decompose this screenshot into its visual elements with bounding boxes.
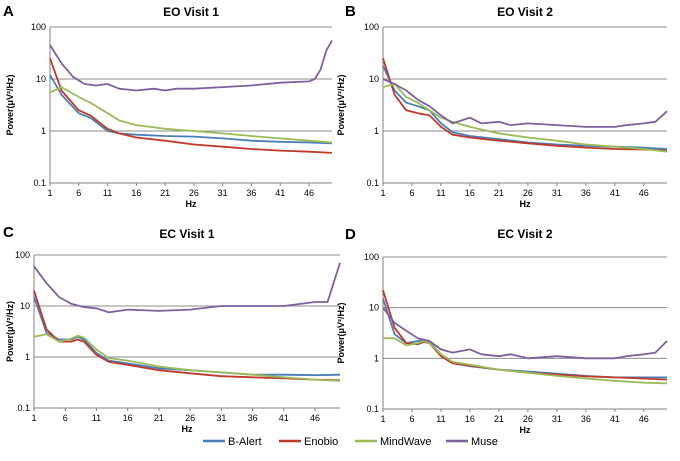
series-line-mindwave <box>33 333 341 382</box>
y-tick-label: 0.1 <box>366 178 379 188</box>
x-tick-label: 6 <box>409 188 414 198</box>
x-tick-label: 21 <box>494 188 504 198</box>
x-tick-label: 1 <box>31 413 36 423</box>
x-tick-label: 31 <box>552 188 562 198</box>
x-axis-label: Hz <box>186 199 197 209</box>
x-tick-label: 16 <box>465 188 475 198</box>
y-tick-label: 0.1 <box>366 404 379 414</box>
x-tick-label: 36 <box>246 188 256 198</box>
x-tick-label: 36 <box>581 188 591 198</box>
y-axis-label: Power(μV²/Hz) <box>336 74 346 135</box>
legend: B-Alert Enobio MindWave Muse <box>203 436 498 448</box>
y-axis-label: Power(μV²/Hz) <box>5 301 15 362</box>
x-tick-label: 11 <box>436 414 445 424</box>
panel-letter: B <box>345 3 356 20</box>
panel-title: EC Visit 1 <box>159 227 214 241</box>
x-tick-label: 46 <box>304 188 314 198</box>
series-line-b-alert <box>382 298 667 379</box>
x-tick-label: 6 <box>409 414 414 424</box>
series-line-muse <box>382 307 668 360</box>
y-tick-label: 0.1 <box>33 178 46 188</box>
x-tick-label: 41 <box>610 414 620 424</box>
x-tick-label: 1 <box>380 414 385 424</box>
y-tick-label: 0.1 <box>17 403 30 413</box>
x-tick-label: 36 <box>581 414 591 424</box>
x-tick-label: 46 <box>639 188 649 198</box>
series-line-muse <box>33 262 341 314</box>
series-line-b-alert <box>49 74 333 145</box>
y-tick-label: 100 <box>31 22 46 32</box>
series-line-muse <box>49 40 333 92</box>
legend-label: MindWave <box>380 436 432 448</box>
y-tick-label: 10 <box>369 303 379 313</box>
x-axis-label: Hz <box>520 199 531 209</box>
y-tick-label: 1 <box>25 352 30 362</box>
x-tick-label: 11 <box>92 413 101 423</box>
y-tick-label: 10 <box>20 301 30 311</box>
y-tick-label: 100 <box>15 250 30 260</box>
x-tick-label: 6 <box>76 188 81 198</box>
legend-label: Muse <box>471 436 498 448</box>
y-tick-label: 10 <box>369 74 379 84</box>
x-tick-label: 21 <box>160 188 170 198</box>
y-tick-label: 100 <box>364 252 379 262</box>
legend-label: Enobio <box>304 436 338 448</box>
x-tick-label: 26 <box>523 414 533 424</box>
y-axis-label: Power(μV²/Hz) <box>5 74 15 135</box>
x-tick-label: 16 <box>123 413 133 423</box>
series-line-mindwave <box>383 337 668 385</box>
series-line-muse <box>382 78 668 128</box>
y-axis-label: Power(μV²/Hz) <box>336 302 346 363</box>
x-tick-label: 31 <box>552 414 562 424</box>
x-tick-label: 16 <box>131 188 141 198</box>
series-line-enobio <box>382 58 668 152</box>
x-axis-label: Hz <box>520 425 531 435</box>
x-tick-label: 36 <box>248 413 258 423</box>
x-tick-label: 26 <box>189 188 199 198</box>
legend-label: B-Alert <box>228 436 262 448</box>
x-tick-label: 41 <box>610 188 620 198</box>
x-tick-label: 21 <box>154 413 164 423</box>
panel-title: EO Visit 2 <box>497 5 553 19</box>
x-tick-label: 11 <box>436 188 445 198</box>
y-tick-label: 1 <box>41 126 46 136</box>
y-tick-label: 10 <box>36 74 46 84</box>
y-tick-label: 1 <box>374 126 379 136</box>
series-line-mindwave <box>382 83 668 153</box>
panel-letter: D <box>345 226 356 243</box>
y-tick-label: 100 <box>364 22 379 32</box>
x-tick-label: 31 <box>218 188 228 198</box>
series-line-enobio <box>49 57 333 154</box>
x-tick-label: 41 <box>275 188 285 198</box>
x-tick-label: 26 <box>185 413 195 423</box>
panel-letter: A <box>3 3 14 20</box>
series-line-enobio <box>382 290 668 381</box>
panel-letter: C <box>3 224 14 241</box>
series-line-mindwave <box>49 86 333 144</box>
x-tick-label: 46 <box>639 414 649 424</box>
x-axis-label: Hz <box>182 424 193 434</box>
x-tick-label: 26 <box>523 188 533 198</box>
series-line-enobio <box>33 290 341 382</box>
x-tick-label: 1 <box>380 188 385 198</box>
y-tick-label: 1 <box>374 353 379 363</box>
x-tick-label: 16 <box>465 414 475 424</box>
panel-title: EC Visit 2 <box>497 227 552 241</box>
x-tick-label: 41 <box>279 413 289 423</box>
x-tick-label: 11 <box>103 188 112 198</box>
x-tick-label: 1 <box>47 188 52 198</box>
x-tick-label: 31 <box>216 413 226 423</box>
x-tick-label: 6 <box>63 413 68 423</box>
panel-title: EO Visit 1 <box>163 5 219 19</box>
x-tick-label: 46 <box>310 413 320 423</box>
x-tick-label: 21 <box>494 414 504 424</box>
